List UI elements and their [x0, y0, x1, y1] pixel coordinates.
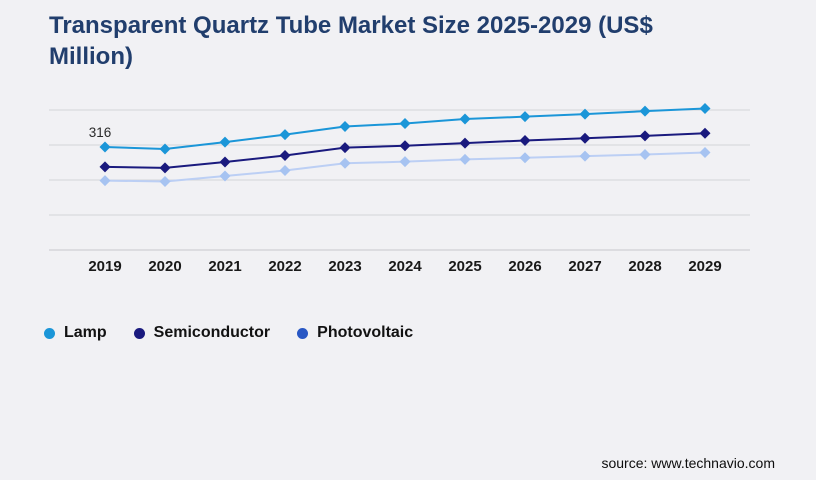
data-point-marker-photovoltaic [519, 152, 531, 164]
legend-item-photovoltaic: Photovoltaic [297, 324, 413, 342]
data-point-marker-lamp [399, 118, 411, 130]
legend-label: Semiconductor [153, 324, 271, 341]
x-axis-year-label: 2023 [328, 258, 361, 275]
data-point-marker-semiconductor [699, 127, 711, 139]
semiconductor-legend-dot-icon [133, 327, 145, 339]
data-point-marker-lamp [459, 113, 471, 125]
x-axis-year-label: 2026 [508, 258, 541, 275]
x-axis-year-label: 2022 [268, 258, 301, 275]
x-axis-year-label: 2019 [88, 258, 121, 275]
legend-label: Photovoltaic [317, 324, 414, 341]
data-point-marker-lamp [699, 103, 711, 115]
data-point-marker-photovoltaic [579, 150, 591, 162]
legend-label: Lamp [64, 324, 107, 341]
data-point-marker-lamp [219, 136, 231, 148]
data-point-marker-semiconductor [219, 156, 231, 168]
data-point-marker-lamp [339, 120, 351, 132]
photovoltaic-legend-dot-icon [297, 327, 309, 339]
lamp-legend-dot-icon [44, 327, 55, 339]
data-point-marker-semiconductor [339, 142, 351, 154]
data-point-marker-semiconductor [399, 140, 411, 152]
data-point-marker-photovoltaic [279, 164, 291, 176]
data-point-marker-lamp [639, 105, 651, 117]
data-point-marker-semiconductor [639, 130, 651, 142]
data-point-marker-photovoltaic [699, 147, 711, 159]
data-point-marker-photovoltaic [99, 175, 111, 187]
source-attribution: source: www.technavio.com [601, 455, 775, 471]
data-point-value-label: 316 [89, 125, 112, 140]
legend-item-lamp: Lamp [44, 324, 107, 342]
x-axis-year-label: 2027 [568, 258, 601, 275]
data-point-marker-semiconductor [459, 137, 471, 149]
chart-title: Transparent Quartz Tube Market Size 2025… [49, 12, 653, 70]
x-axis-year-label: 2025 [448, 258, 481, 275]
data-point-marker-lamp [99, 141, 111, 153]
data-point-marker-photovoltaic [639, 148, 651, 160]
x-axis-year-label: 2021 [208, 258, 241, 275]
data-point-marker-semiconductor [159, 162, 171, 174]
x-axis-year-label: 2029 [688, 258, 721, 275]
legend-item-semiconductor: Semiconductor [133, 324, 271, 342]
data-point-marker-semiconductor [579, 132, 591, 144]
data-point-marker-photovoltaic [219, 170, 231, 182]
chart-legend: Lamp Semiconductor Photovoltaic [44, 324, 413, 342]
x-axis-year-label: 2028 [628, 258, 661, 275]
x-axis-year-label: 2020 [148, 258, 181, 275]
data-point-marker-photovoltaic [399, 156, 411, 168]
x-axis-year-label: 2024 [388, 258, 422, 275]
data-point-marker-photovoltaic [159, 176, 171, 188]
data-point-marker-lamp [519, 111, 531, 123]
data-point-marker-lamp [579, 108, 591, 120]
data-point-marker-semiconductor [519, 134, 531, 146]
data-point-marker-photovoltaic [339, 157, 351, 169]
market-size-line-chart: 2019 2020 2021 2022 2023 2024 2025 2026 2027 2028… [49, 103, 750, 275]
data-point-marker-lamp [159, 143, 171, 155]
data-point-marker-semiconductor [99, 161, 111, 173]
data-point-marker-lamp [279, 129, 291, 141]
data-point-marker-semiconductor [279, 149, 291, 161]
data-point-marker-photovoltaic [459, 153, 471, 165]
